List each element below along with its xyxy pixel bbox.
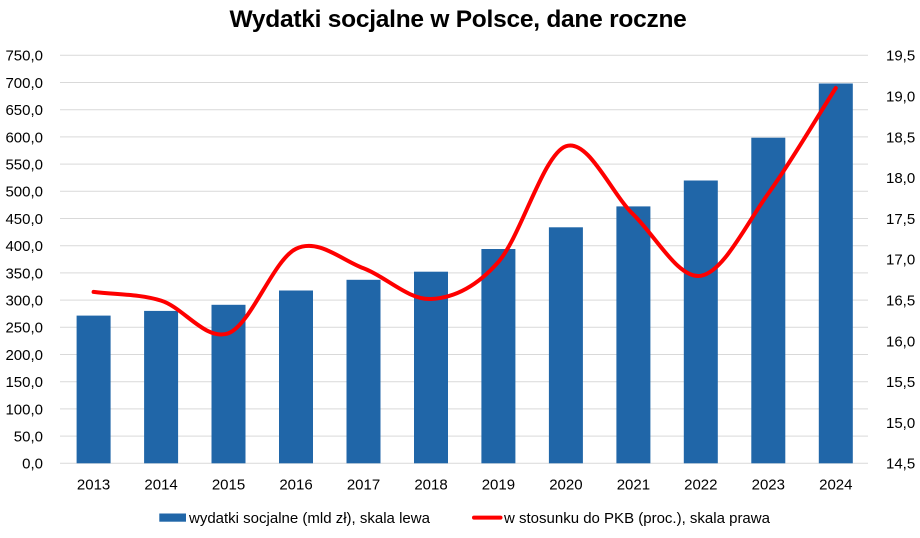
svg-text:2014: 2014 — [144, 477, 177, 494]
svg-text:Wydatki socjalne w Polsce, dan: Wydatki socjalne w Polsce, dane roczne — [229, 6, 686, 33]
svg-text:0,0: 0,0 — [22, 456, 43, 473]
svg-text:150,0: 150,0 — [5, 374, 43, 391]
svg-text:250,0: 250,0 — [5, 320, 43, 337]
svg-text:300,0: 300,0 — [5, 293, 43, 310]
svg-text:400,0: 400,0 — [5, 238, 43, 255]
svg-text:2022: 2022 — [684, 477, 717, 494]
svg-text:500,0: 500,0 — [5, 184, 43, 201]
svg-text:16,5: 16,5 — [886, 293, 915, 310]
svg-text:16,0: 16,0 — [886, 333, 915, 350]
svg-text:w stosunku do PKB (proc.), ska: w stosunku do PKB (proc.), skala prawa — [503, 510, 771, 527]
svg-text:2015: 2015 — [212, 477, 245, 494]
svg-text:18,0: 18,0 — [886, 170, 915, 187]
svg-text:600,0: 600,0 — [5, 129, 43, 146]
svg-text:550,0: 550,0 — [5, 157, 43, 174]
svg-text:14,5: 14,5 — [886, 456, 915, 473]
svg-text:2017: 2017 — [347, 477, 380, 494]
svg-text:450,0: 450,0 — [5, 211, 43, 228]
svg-text:2021: 2021 — [617, 477, 650, 494]
svg-text:17,5: 17,5 — [886, 211, 915, 228]
svg-text:15,5: 15,5 — [886, 374, 915, 391]
svg-text:2013: 2013 — [77, 477, 110, 494]
svg-text:2024: 2024 — [819, 477, 852, 494]
svg-text:2019: 2019 — [482, 477, 515, 494]
svg-text:650,0: 650,0 — [5, 102, 43, 119]
svg-text:2016: 2016 — [279, 477, 312, 494]
svg-text:18,5: 18,5 — [886, 129, 915, 146]
svg-text:2023: 2023 — [752, 477, 785, 494]
svg-text:wydatki socjalne (mld zł), ska: wydatki socjalne (mld zł), skala lewa — [188, 510, 431, 527]
svg-text:350,0: 350,0 — [5, 265, 43, 282]
svg-text:750,0: 750,0 — [5, 48, 43, 65]
svg-text:50,0: 50,0 — [14, 429, 43, 446]
svg-text:2020: 2020 — [549, 477, 582, 494]
svg-text:700,0: 700,0 — [5, 75, 43, 92]
svg-text:200,0: 200,0 — [5, 347, 43, 364]
svg-text:2018: 2018 — [414, 477, 447, 494]
svg-text:15,0: 15,0 — [886, 415, 915, 432]
svg-text:100,0: 100,0 — [5, 401, 43, 418]
svg-text:17,0: 17,0 — [886, 252, 915, 269]
svg-text:19,5: 19,5 — [886, 48, 915, 65]
svg-text:19,0: 19,0 — [886, 89, 915, 106]
